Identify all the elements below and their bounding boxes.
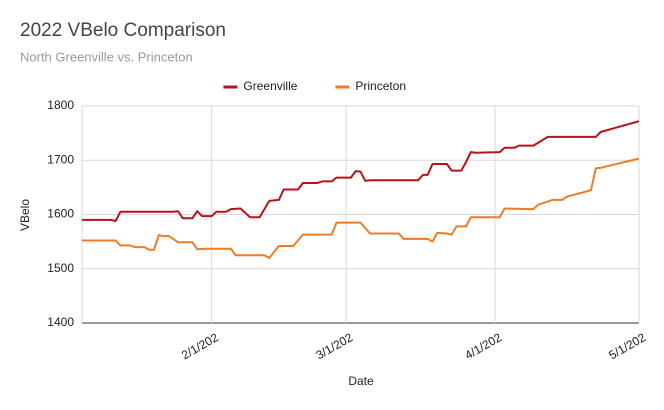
x-tick-label: 4/1/202 (462, 330, 504, 362)
x-tick-label: 3/1/202 (313, 330, 355, 362)
y-tick-label: 1700 (47, 152, 74, 166)
x-axis-label: Date (348, 374, 374, 388)
x-tick-label: 2/1/202 (179, 330, 221, 362)
y-axis-label: VBelo (18, 199, 32, 231)
y-tick-label: 1500 (47, 261, 74, 275)
line-series (82, 120, 640, 222)
x-tick-label: 5/1/202 (606, 330, 648, 362)
line-series (82, 157, 640, 259)
legend-label: Princeton (355, 79, 406, 93)
y-tick-label: 1600 (47, 207, 74, 221)
legend-label: Greenville (243, 79, 297, 93)
chart-title: 2022 VBelo Comparison (20, 20, 226, 41)
y-tick-label: 1400 (47, 315, 74, 329)
chart-subtitle: North Greenville vs. Princeton (20, 49, 193, 64)
y-tick-label: 1800 (47, 98, 74, 112)
